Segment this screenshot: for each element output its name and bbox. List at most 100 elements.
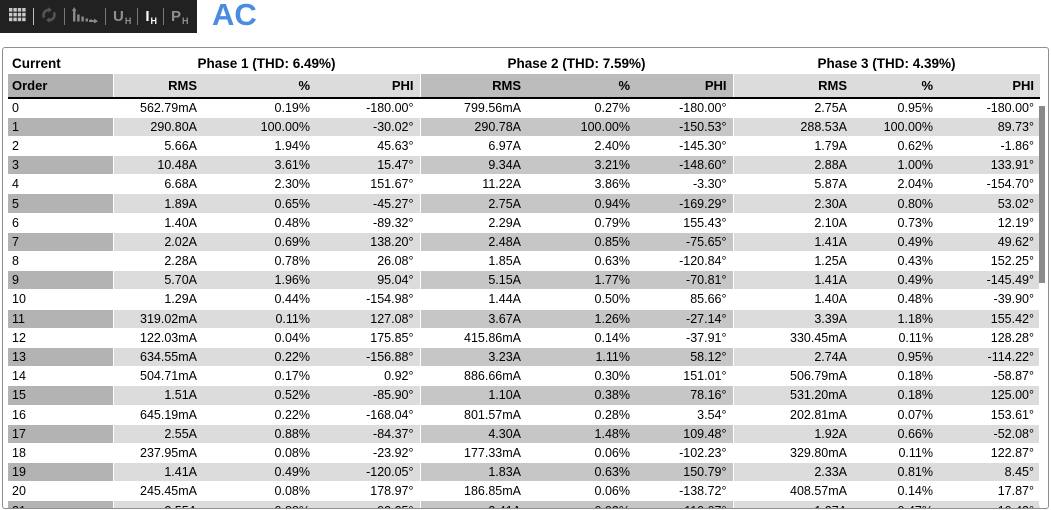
harmonics-graph-button[interactable] — [72, 4, 98, 30]
value-cell: 3.21% — [527, 155, 636, 176]
table-row: 18 237.95mA 0.08% -23.92° 177.33mA 0.06% -102.… — [8, 443, 1040, 464]
value-cell: 0.52% — [203, 385, 316, 406]
value-cell: 2.48A — [420, 232, 527, 253]
toolbar: UH IH PH — [0, 0, 197, 33]
voltage-harmonics-button[interactable]: UH — [113, 4, 131, 30]
power-harmonics-label: PH — [171, 8, 189, 26]
value-cell: 151.67° — [316, 174, 421, 195]
value-cell: 26.08° — [316, 251, 421, 272]
value-cell: -169.29° — [636, 193, 734, 214]
value-cell: 0.49% — [853, 270, 939, 291]
value-cell: -23.92° — [316, 443, 421, 464]
harmonics-table: Current Phase 1 (THD: 6.49%) Phase 2 (TH… — [8, 52, 1040, 508]
value-cell: 2.10A — [733, 213, 853, 233]
value-cell: 1.85A — [420, 251, 527, 272]
p1-rms-header: RMS — [113, 74, 203, 99]
value-cell: 1.41A — [733, 232, 853, 253]
current-harmonics-button[interactable]: IH — [145, 4, 157, 30]
value-cell: 634.55mA — [113, 347, 203, 368]
order-cell: 2 — [8, 136, 114, 157]
value-cell: 0.49% — [203, 462, 316, 483]
table-row: 0 562.79mA 0.19% -180.00° 799.56mA 0.27% -180.… — [8, 98, 1040, 118]
value-cell: 1.79A — [733, 136, 853, 157]
order-cell: 10 — [8, 289, 114, 310]
value-cell: 17.87° — [939, 481, 1040, 502]
phase1-header: Phase 1 (THD: 6.49%) — [113, 52, 420, 74]
value-cell: 138.20° — [316, 232, 421, 253]
value-cell: 645.19mA — [113, 405, 203, 425]
value-cell: 0.11% — [853, 443, 939, 464]
value-cell: -84.37° — [316, 424, 421, 444]
value-cell: 133.91° — [939, 155, 1040, 176]
value-cell: 8.45° — [939, 462, 1040, 483]
value-cell: 3.54° — [636, 405, 734, 425]
p3-phi-header: PHI — [939, 74, 1040, 99]
table-row: 4 6.68A 2.30% 151.67° 11.22A 3.86% -3.30° 5.87A… — [8, 174, 1040, 195]
value-cell: 15.47° — [316, 155, 421, 176]
value-cell: 1.29A — [113, 289, 203, 310]
value-cell: 92.25° — [316, 500, 421, 508]
value-cell: -1.86° — [939, 136, 1040, 157]
value-cell: 1.40A — [113, 213, 203, 233]
order-cell: 16 — [8, 405, 114, 425]
value-cell: 0.63% — [527, 251, 636, 272]
harmonics-panel: Current Phase 1 (THD: 6.49%) Phase 2 (TH… — [2, 47, 1049, 509]
harmonics-tbody: 0 562.79mA 0.19% -180.00° 799.56mA 0.27% -180.… — [8, 98, 1040, 508]
value-cell: 531.20mA — [733, 385, 853, 406]
value-cell: 109.48° — [636, 424, 734, 444]
table-view-button[interactable] — [9, 4, 26, 30]
phase2-header: Phase 2 (THD: 7.59%) — [420, 52, 733, 74]
value-cell: 11.22A — [420, 174, 527, 195]
order-cell: 14 — [8, 366, 114, 387]
value-cell: 0.04% — [203, 328, 316, 348]
value-cell: 2.02A — [113, 232, 203, 253]
value-cell: 150.79° — [636, 462, 734, 483]
p3-rms-header: RMS — [733, 74, 853, 99]
value-cell: 801.57mA — [420, 405, 527, 425]
value-cell: -75.65° — [636, 232, 734, 253]
value-cell: 0.14% — [527, 328, 636, 348]
value-cell: 95.04° — [316, 270, 421, 291]
value-cell: 128.28° — [939, 328, 1040, 348]
value-cell: 0.18% — [853, 366, 939, 387]
scrollbar-track[interactable] — [1039, 100, 1046, 506]
value-cell: 2.33A — [733, 462, 853, 483]
order-cell: 18 — [8, 443, 114, 464]
power-harmonics-button[interactable]: PH — [171, 4, 189, 30]
refresh-button[interactable] — [41, 4, 57, 30]
value-cell: 2.74A — [733, 347, 853, 368]
value-cell: 5.66A — [113, 136, 203, 157]
value-cell: 245.45mA — [113, 481, 203, 502]
refresh-icon — [41, 7, 57, 26]
toolbar-separator — [64, 8, 65, 25]
value-cell: 1.41A — [733, 270, 853, 291]
value-cell: 1.27A — [733, 500, 853, 508]
value-cell: 0.48% — [203, 213, 316, 233]
table-row: 2 5.66A 1.94% 45.63° 6.97A 2.40% -145.30° 1.79A… — [8, 136, 1040, 157]
value-cell: 122.03mA — [113, 328, 203, 348]
value-cell: 2.55A — [113, 500, 203, 508]
value-cell: 49.62° — [939, 232, 1040, 253]
value-cell: -52.08° — [939, 424, 1040, 444]
value-cell: -168.04° — [316, 405, 421, 425]
value-cell: 12.19° — [939, 213, 1040, 233]
value-cell: 2.30A — [733, 193, 853, 214]
value-cell: -37.91° — [636, 328, 734, 348]
value-cell: 1.89A — [113, 193, 203, 214]
value-cell: 155.42° — [939, 309, 1040, 329]
value-cell: 78.16° — [636, 385, 734, 406]
p2-phi-header: PHI — [636, 74, 734, 99]
column-header-row: Order RMS % PHI RMS % PHI RMS % PHI — [8, 74, 1040, 99]
value-cell: 0.08% — [203, 443, 316, 464]
scrollbar-thumb[interactable] — [1039, 106, 1045, 283]
value-cell: 10.48A — [113, 155, 203, 176]
mode-label: AC — [212, 0, 257, 32]
value-cell: -89.32° — [316, 213, 421, 233]
value-cell: 2.28A — [113, 251, 203, 272]
table-row: 14 504.71mA 0.17% 0.92° 886.66mA 0.30% 151.01°… — [8, 366, 1040, 387]
value-cell: 2.04% — [853, 174, 939, 195]
value-cell: 6.68A — [113, 174, 203, 195]
value-cell: 330.45mA — [733, 328, 853, 348]
value-cell: 415.86mA — [420, 328, 527, 348]
value-cell: -114.22° — [939, 347, 1040, 368]
